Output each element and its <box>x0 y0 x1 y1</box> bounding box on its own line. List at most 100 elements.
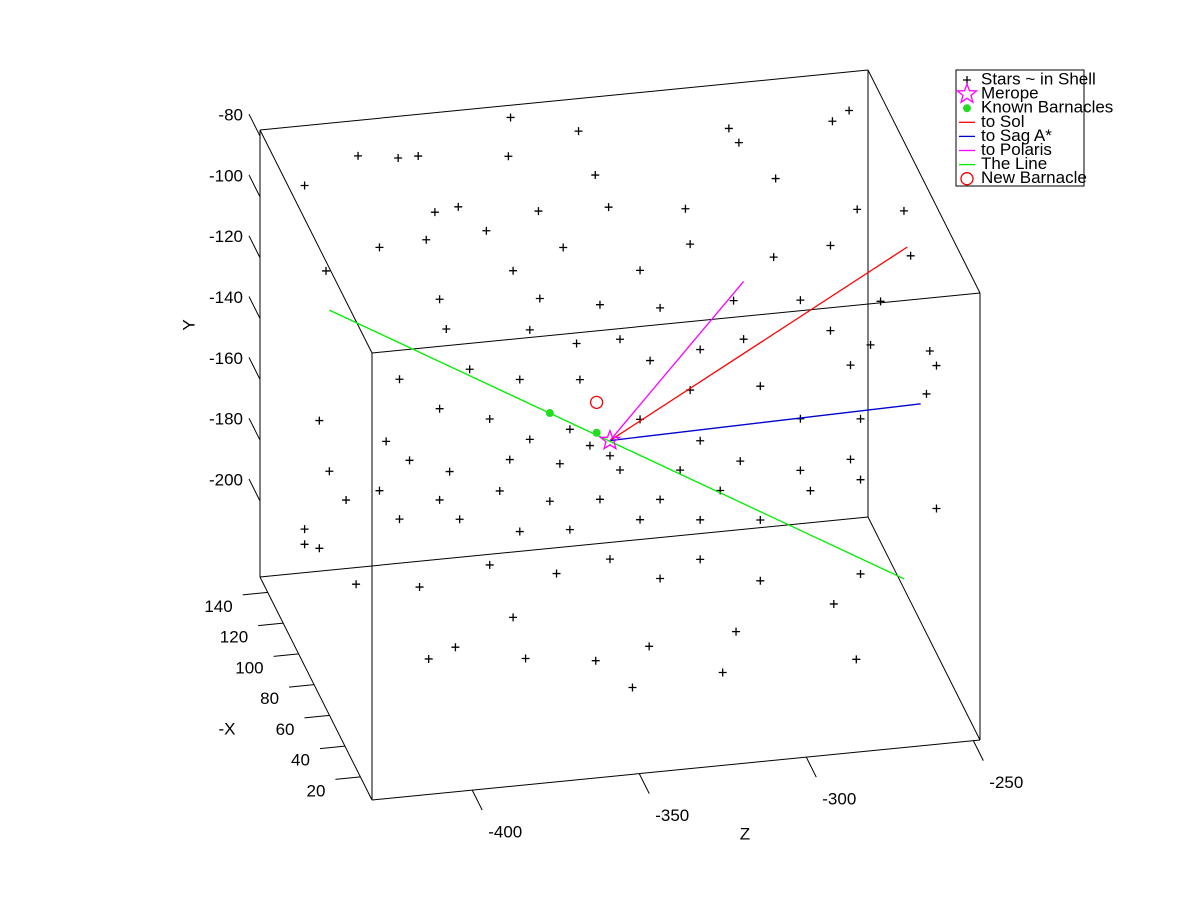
star-point <box>734 138 743 147</box>
star-point <box>395 375 404 384</box>
y-tick-label: -200 <box>209 470 243 489</box>
star-point <box>829 599 838 608</box>
z-axis-label: -X <box>219 719 236 738</box>
star-point <box>485 414 494 423</box>
z-tick-label: 140 <box>204 597 232 616</box>
star-point <box>555 459 564 468</box>
star-point <box>605 555 614 564</box>
star-point <box>591 171 600 180</box>
star-point <box>521 654 530 663</box>
star-point <box>595 300 604 309</box>
star-point <box>724 124 733 133</box>
star-point <box>395 515 404 524</box>
star-point <box>574 127 583 136</box>
star-point <box>445 467 454 476</box>
star-point <box>414 152 423 161</box>
merope-marker <box>598 428 622 451</box>
y-axis-label: Y <box>179 319 198 330</box>
star-point <box>856 414 865 423</box>
star-point <box>899 206 908 215</box>
star-point <box>645 642 654 651</box>
star-point <box>352 580 361 589</box>
star-point <box>756 515 765 524</box>
z-tick-label: 80 <box>260 689 279 708</box>
box-edge <box>259 129 373 354</box>
star-point <box>354 151 363 160</box>
z-tick <box>273 653 299 657</box>
x-tick <box>638 773 650 794</box>
star-point <box>856 475 865 484</box>
box-edge <box>259 69 869 131</box>
star-point <box>826 241 835 250</box>
legend-label: to Polaris <box>981 140 1052 159</box>
y-tick <box>248 357 261 380</box>
star-point <box>732 627 741 636</box>
box-edge <box>867 69 981 294</box>
star-point <box>424 654 433 663</box>
z-tick <box>242 591 268 596</box>
star-point <box>925 347 934 356</box>
star-point <box>315 544 324 553</box>
legend-label: New Barnacle <box>981 168 1087 187</box>
y-tick <box>248 174 261 198</box>
star-point <box>515 375 524 384</box>
star-point <box>559 243 568 252</box>
box-edge <box>259 516 869 578</box>
star-point <box>504 152 513 161</box>
star-point <box>771 174 780 183</box>
y-tick-label: -120 <box>209 227 243 246</box>
star-point <box>405 456 414 465</box>
x-tick-label: -250 <box>989 773 1023 792</box>
y-tick <box>248 417 261 441</box>
star-point <box>300 540 309 549</box>
star-point <box>322 266 331 275</box>
star-point <box>315 416 324 425</box>
star-point <box>509 613 518 622</box>
legend-symbol <box>960 172 974 186</box>
star-point <box>535 294 544 303</box>
star-point <box>454 202 463 211</box>
star-point <box>595 495 604 504</box>
star-point <box>485 560 494 569</box>
barnacle-dot <box>545 409 554 418</box>
legend-label: to Sag A* <box>981 126 1052 145</box>
star-point <box>545 497 554 506</box>
star-point <box>696 436 705 445</box>
star-point <box>628 683 637 692</box>
star-point <box>696 345 705 354</box>
star-point <box>534 207 543 216</box>
box-edge <box>867 516 981 741</box>
star-point <box>482 226 491 235</box>
star-point <box>591 656 600 665</box>
x-tick <box>471 789 483 811</box>
star-point <box>422 235 431 244</box>
star-point <box>525 325 534 334</box>
y-tick <box>248 296 261 319</box>
star-point <box>906 251 915 260</box>
box-edge <box>259 576 373 801</box>
star-point <box>375 243 384 252</box>
star-point <box>552 569 561 578</box>
y-tick <box>248 235 261 258</box>
star-point <box>656 303 665 312</box>
y-tick-label: -80 <box>218 106 243 125</box>
star-point <box>866 340 875 349</box>
y-tick <box>248 478 261 502</box>
z-tick-label: 60 <box>276 720 295 739</box>
star-point <box>451 643 460 652</box>
legend-symbol <box>955 82 979 104</box>
star-point <box>415 583 424 592</box>
star-point <box>375 486 384 495</box>
x-axis-label: Z <box>740 824 750 843</box>
star-point <box>828 117 837 126</box>
star-point <box>435 295 444 304</box>
z-tick-label: 20 <box>306 781 325 800</box>
z-tick <box>289 684 315 688</box>
star-point <box>826 326 835 335</box>
star-point <box>435 495 444 504</box>
barnacle-dot <box>592 428 601 437</box>
star-point <box>435 404 444 413</box>
legend-label: The Line <box>981 154 1047 173</box>
